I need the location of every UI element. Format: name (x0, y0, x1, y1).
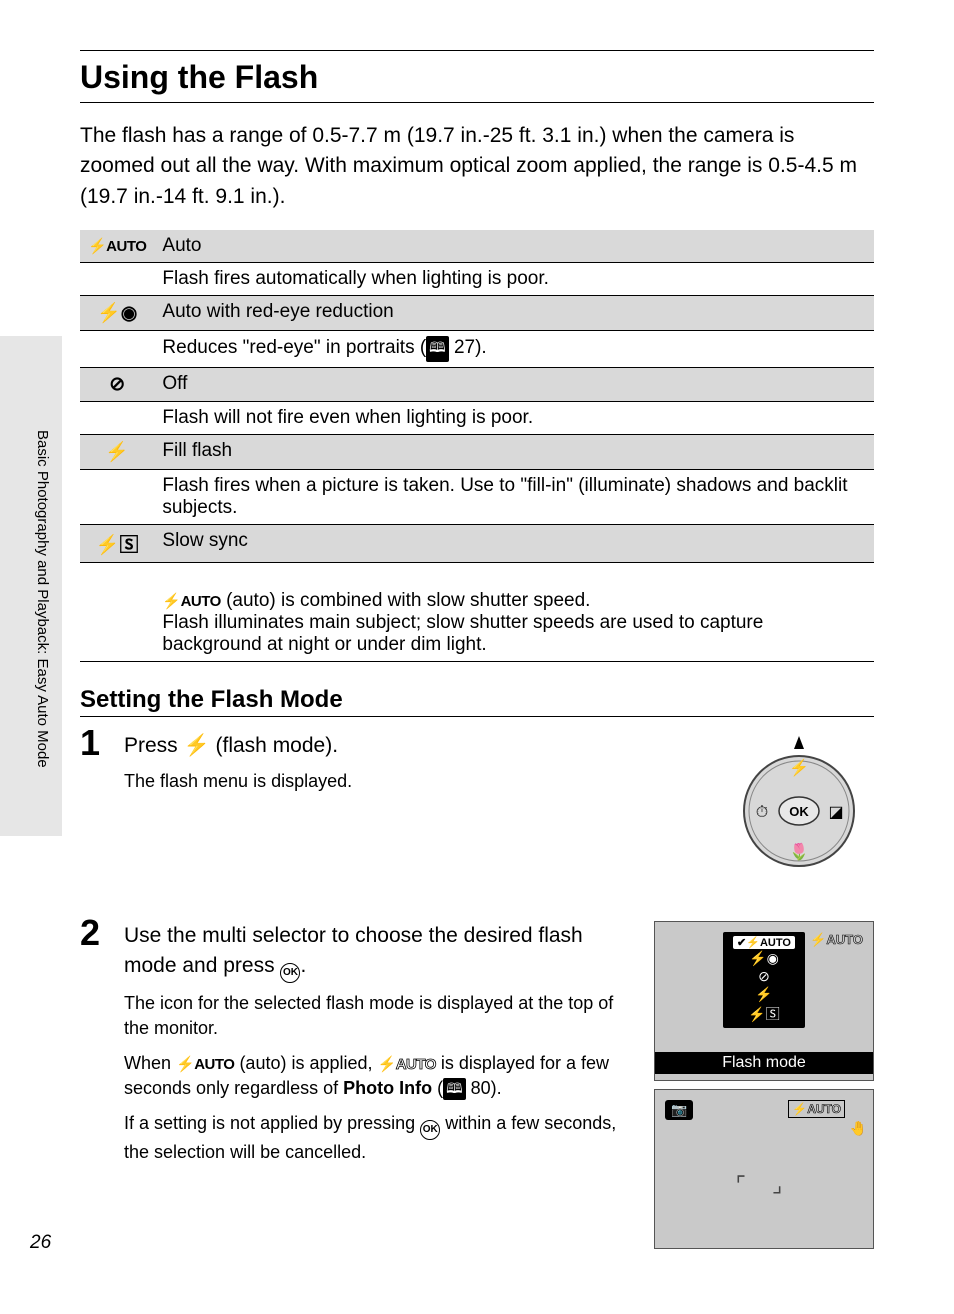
step-head: Press ⚡ (flash mode). (124, 731, 706, 760)
hand-icon: 🤚 (850, 1120, 867, 1137)
page-ref-icon: 🕮 (443, 1078, 466, 1100)
flash-name: Auto with red-eye reduction (154, 296, 874, 331)
step-desc: The flash menu is displayed. (124, 769, 706, 794)
flash-icon-fill: ⚡ (80, 435, 154, 470)
lcd-corner-icon: ⚡AUTO (788, 1100, 845, 1118)
rule (80, 716, 874, 717)
svg-text:⏱: ⏱ (756, 804, 768, 821)
flash-desc: Flash will not fire even when lighting i… (154, 402, 874, 435)
lcd-option: ⊘ (758, 968, 770, 985)
page-title: Using the Flash (80, 59, 874, 96)
focus-brackets-icon: ⌜ ⌟ (736, 1172, 793, 1198)
lcd-flash-menu: ⚡AUTO ✔⚡AUTO ⚡◉ ⊘ ⚡ ⚡🅂 Flash mode (654, 921, 874, 1081)
lcd-option: ⚡◉ (749, 950, 779, 967)
lcd-screens: ⚡AUTO ✔⚡AUTO ⚡◉ ⊘ ⚡ ⚡🅂 Flash mode 📷 ⚡AUT… (654, 921, 874, 1249)
svg-text:🌷: 🌷 (789, 842, 809, 861)
rule (80, 50, 874, 51)
flash-icon-redeye: ⚡◉ (80, 296, 154, 331)
flash-desc: Flash fires when a picture is taken. Use… (154, 470, 874, 525)
step-number: 2 (80, 915, 106, 951)
flash-desc: ⚡AUTO (auto) is combined with slow shutt… (154, 563, 874, 662)
flash-mode-table: ⚡AUTO Auto Flash fires automatically whe… (80, 230, 874, 662)
step-desc: When ⚡AUTO (auto) is applied, ⚡AUTO is d… (124, 1051, 636, 1101)
lcd-option: ⚡ (755, 986, 772, 1003)
ok-icon: OK (280, 963, 300, 983)
lcd-caption: Flash mode (655, 1052, 873, 1074)
step-desc: If a setting is not applied by pressing … (124, 1111, 636, 1165)
svg-text:◪: ◪ (828, 804, 843, 821)
camera-icon: 📷 (665, 1100, 693, 1120)
step-desc: The icon for the selected flash mode is … (124, 991, 636, 1041)
flash-desc: Reduces "red-eye" in portraits (🕮 27). (154, 331, 874, 368)
content: Using the Flash The flash has a range of… (0, 0, 954, 1249)
lcd-preview: 📷 ⚡AUTO 🤚 ⌜ ⌟ (654, 1089, 874, 1249)
ok-icon: OK (420, 1120, 440, 1140)
lcd-corner-icon: ⚡AUTO (810, 932, 863, 948)
step-1: 1 Press ⚡ (flash mode). The flash menu i… (80, 731, 874, 881)
step-2: 2 Use the multi selector to choose the d… (80, 921, 874, 1249)
flash-name: Slow sync (154, 525, 874, 563)
flash-icon-auto: ⚡AUTO (80, 230, 154, 263)
rule (80, 102, 874, 103)
selector-dial-illustration: OK ⚡ 🌷 ⏱ ◪ (724, 731, 874, 881)
svg-text:OK: OK (789, 804, 809, 819)
svg-text:⚡: ⚡ (789, 758, 809, 777)
lcd-option: ⚡🅂 (748, 1004, 779, 1024)
lcd-option-selected: ✔⚡AUTO (733, 936, 795, 949)
subtitle: Setting the Flash Mode (80, 686, 874, 714)
flash-name: Off (154, 368, 874, 402)
step-head: Use the multi selector to choose the des… (124, 921, 636, 982)
step-number: 1 (80, 725, 106, 761)
flash-icon-off: ⊘ (80, 368, 154, 402)
page-ref-icon: 🕮 (426, 336, 449, 362)
lcd-options: ✔⚡AUTO ⚡◉ ⊘ ⚡ ⚡🅂 (723, 932, 805, 1028)
flash-name: Fill flash (154, 435, 874, 470)
flash-name: Auto (154, 230, 874, 263)
page: Basic Photography and Playback: Easy Aut… (0, 0, 954, 1314)
intro-text: The flash has a range of 0.5-7.7 m (19.7… (80, 121, 874, 212)
flash-desc: Flash fires automatically when lighting … (154, 263, 874, 296)
flash-icon-slowsync: ⚡🅂 (80, 525, 154, 563)
